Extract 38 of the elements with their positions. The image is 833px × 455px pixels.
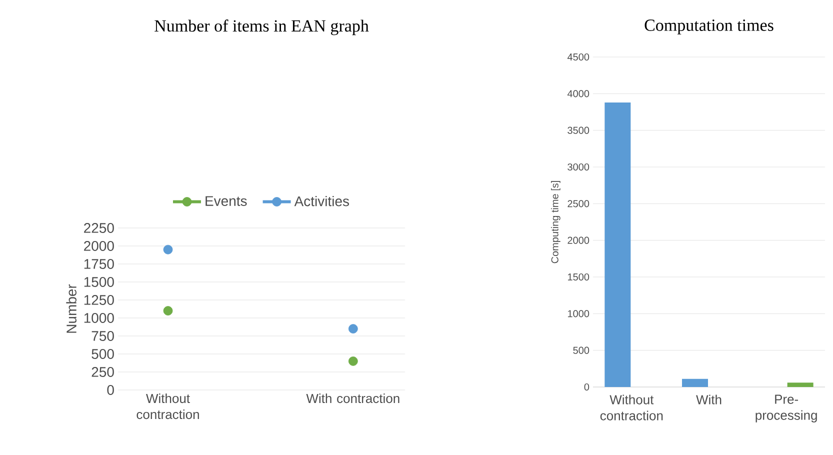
y-tick-label: 2500 [568,200,590,208]
y-tick-label: 4000 [567,90,590,98]
y-tick-label: 2250 [84,223,114,233]
y-tick-label: 3000 [568,163,590,171]
y-tick-label: 3500 [568,126,590,134]
bar [604,102,631,387]
y-tick-label: 1750 [84,259,114,269]
bar [787,382,814,387]
y-tick-label: 1000 [84,313,114,323]
y-axis-title: Computing time [s] [551,181,560,264]
y-tick-label: 0 [107,385,114,395]
point [163,244,173,254]
bar [682,378,708,387]
x-tick-label: With [696,394,722,404]
x-tick-label: With contraction [306,394,400,404]
y-tick-label: 750 [92,331,114,341]
y-tick-label: 2000 [568,236,590,244]
point [348,356,358,366]
x-tick-label: Pre-processing [756,394,817,422]
chart-title: Computation times [644,20,774,34]
point [163,306,173,316]
y-tick-label: 250 [92,367,114,377]
legend-label: Activities [294,196,350,206]
y-tick-label: 1500 [84,277,114,287]
chart-title: Number of items in EAN graph [154,20,369,36]
y-tick-label: 0 [584,383,590,391]
x-tick-label: Without contraction [600,394,663,420]
point [348,324,358,334]
y-tick-label: 500 [573,346,590,354]
y-tick-label: 4500 [567,53,590,61]
legend-label: Events [206,196,247,206]
x-tick-label: Without contraction [136,394,199,420]
y-tick-label: 1000 [568,310,590,318]
y-axis-title: Number [66,284,76,333]
y-tick-label: 500 [92,349,114,359]
y-tick-label: 1500 [568,273,590,281]
y-tick-label: 1250 [84,295,114,305]
y-tick-label: 2000 [84,241,114,251]
